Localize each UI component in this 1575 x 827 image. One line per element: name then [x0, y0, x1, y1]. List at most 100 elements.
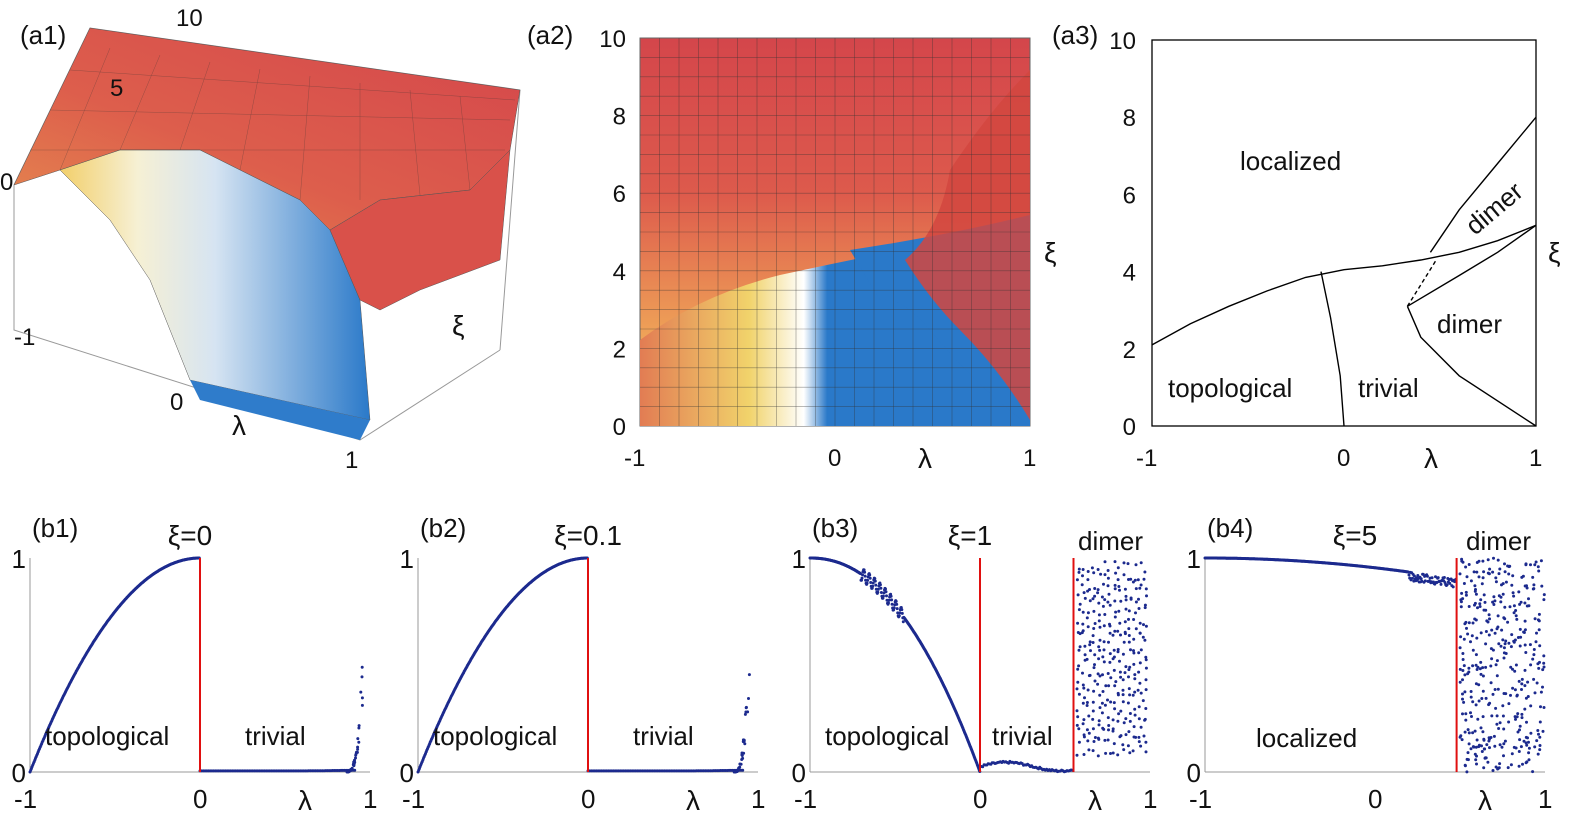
- b3-point: [1113, 615, 1117, 619]
- b3-point: [1093, 587, 1097, 590]
- b4-point: [1470, 715, 1473, 718]
- b3-point: [1086, 739, 1090, 743]
- b3-point: [1102, 624, 1106, 628]
- b1-point: [345, 770, 349, 774]
- b4-point: [1533, 563, 1537, 567]
- b3-point: [1141, 635, 1145, 639]
- b4-point: [1520, 677, 1524, 681]
- b4-point: [1539, 690, 1543, 694]
- b4-point: [1519, 635, 1523, 639]
- b4-point: [1502, 646, 1506, 650]
- b3-point: [1076, 680, 1080, 684]
- b4-point: [1524, 562, 1528, 566]
- a3-region-label: topological: [1168, 373, 1292, 403]
- b3-x-tick: 1: [1143, 784, 1157, 814]
- b1-y-tick: 0: [12, 758, 26, 788]
- b3-point: [1109, 700, 1113, 704]
- b3-point: [868, 576, 872, 580]
- b4-point: [1503, 739, 1507, 743]
- a1-xi-label: ξ: [452, 310, 465, 341]
- b3-point: [878, 583, 882, 587]
- b4-point: [1488, 567, 1492, 571]
- b3-point: [1075, 687, 1079, 691]
- b4-point: [1516, 730, 1520, 734]
- b4-point: [1520, 716, 1524, 720]
- b4-point: [1487, 633, 1491, 637]
- b4-point: [1529, 731, 1533, 735]
- b4-point: [1480, 697, 1484, 700]
- b3-point: [1103, 560, 1107, 564]
- b4-point: [1501, 714, 1505, 718]
- b3-point: [1081, 629, 1085, 633]
- b3-point: [1106, 738, 1110, 742]
- b4-point: [1518, 728, 1521, 732]
- b3-point: [1103, 598, 1107, 602]
- b3-point: [1139, 725, 1143, 729]
- b4-point: [1474, 758, 1478, 762]
- b3-point: [1077, 570, 1081, 574]
- b1-point: [360, 675, 364, 679]
- b3-point: [1144, 688, 1148, 692]
- b4-point: [1461, 652, 1465, 655]
- b4-point: [1509, 763, 1513, 767]
- b3-point: [1108, 622, 1111, 626]
- b4-point: [1539, 705, 1542, 709]
- b3-point: [889, 594, 893, 598]
- b4-point: [1542, 654, 1546, 658]
- b3-x-tick: -1: [794, 784, 817, 814]
- b3-point: [1117, 585, 1121, 588]
- b4-point: [1461, 712, 1464, 716]
- b4-point: [1491, 692, 1495, 696]
- b3-y-tick: 1: [792, 544, 806, 574]
- b4-point: [1537, 612, 1541, 616]
- b3-point: [1133, 713, 1137, 717]
- b4-point: [1458, 667, 1462, 671]
- b4-point: [1536, 752, 1540, 756]
- b3-point: [1093, 594, 1097, 598]
- b4-point: [1481, 674, 1485, 678]
- b3-point: [1107, 592, 1111, 596]
- b4-point: [1469, 579, 1473, 583]
- b3-point: [884, 587, 887, 591]
- b4-point: [1518, 738, 1522, 742]
- b4-point: [1471, 731, 1475, 735]
- b4-point: [1430, 576, 1434, 580]
- b4-x-label: λ: [1478, 785, 1492, 816]
- b4-point: [1425, 574, 1429, 578]
- b4-point: [1407, 573, 1411, 577]
- b3-point: [1090, 566, 1094, 570]
- b4-point: [1509, 665, 1513, 669]
- b4-point: [1434, 575, 1437, 579]
- b4-point: [1491, 648, 1495, 652]
- b3-point: [901, 620, 905, 624]
- b3-point: [1129, 577, 1133, 581]
- b4-point: [1477, 575, 1481, 579]
- b3-point: [1137, 607, 1141, 610]
- b3-point: [1139, 583, 1143, 587]
- b3-point: [1131, 749, 1135, 753]
- a3-x-tick: 1: [1529, 445, 1542, 472]
- b4-point: [1481, 559, 1485, 563]
- b3-point: [1124, 717, 1128, 721]
- b4-point: [1510, 752, 1514, 756]
- b4-point: [1520, 575, 1524, 579]
- b3-point: [1091, 634, 1095, 638]
- b4-point: [1488, 617, 1491, 621]
- b4-point: [1412, 574, 1416, 578]
- b4-point: [1462, 700, 1466, 704]
- b4-point: [1469, 640, 1472, 644]
- b3-region-label: trivial: [992, 721, 1053, 751]
- b4-point: [1510, 633, 1514, 637]
- b3-point: [1106, 569, 1110, 572]
- b4-point: [1506, 620, 1510, 624]
- b1-point: [360, 703, 364, 707]
- a3-region-label: trivial: [1358, 373, 1419, 403]
- b4-point: [1482, 570, 1486, 574]
- b4-point: [1497, 594, 1501, 598]
- b4-title: ξ=5: [1333, 520, 1377, 551]
- b3-point: [1127, 627, 1131, 631]
- b3-point: [1091, 717, 1095, 721]
- b3-point: [1129, 648, 1132, 652]
